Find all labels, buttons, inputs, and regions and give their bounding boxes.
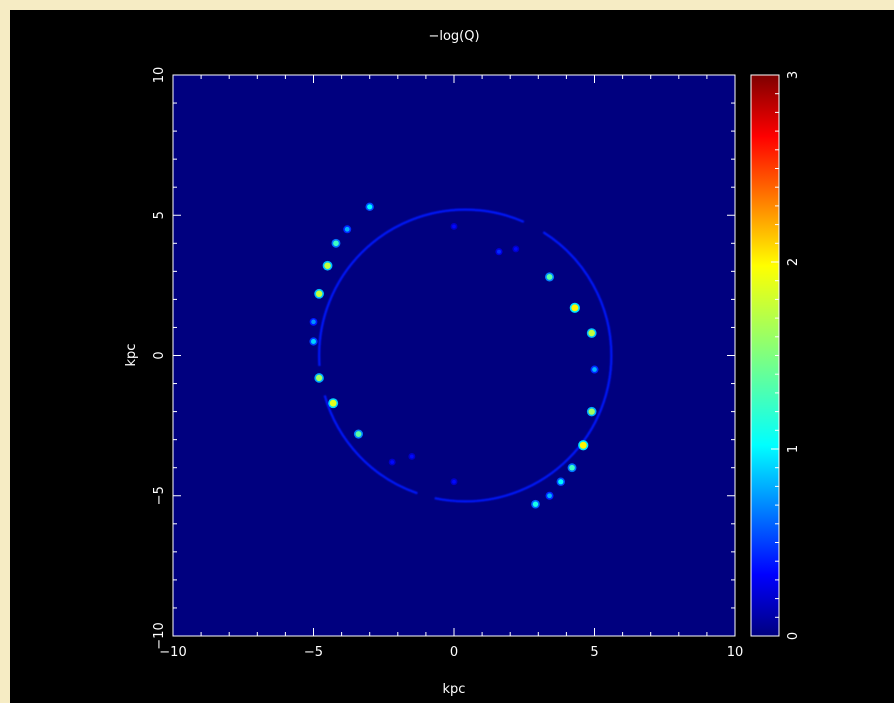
clump-point	[410, 454, 414, 459]
clump-point	[367, 204, 373, 210]
heatmap-chart: −log(Q) −10 −5 0 5 10 −10 −5 0 5 10 kpc kpc 0 1 2 3	[124, 29, 801, 697]
colorbar-axis: 0 1 2 3	[771, 71, 801, 640]
clump-point	[588, 329, 595, 337]
clump-point	[324, 262, 331, 270]
clump-point	[547, 493, 552, 499]
chart-title: −log(Q)	[428, 29, 479, 44]
clump-point	[315, 374, 323, 382]
colorbar-tick-label: 2	[786, 258, 801, 266]
clump-point	[546, 274, 553, 280]
y-axis-label: kpc	[124, 344, 139, 367]
clump-point	[497, 249, 501, 254]
clump-point	[452, 479, 456, 484]
plot-window: −log(Q) −10 −5 0 5 10 −10 −5 0 5 10 kpc kpc 0 1 2 3	[10, 10, 894, 703]
x-axis-label: kpc	[443, 682, 466, 697]
clump-point	[390, 460, 395, 464]
x-tick-label: 5	[590, 645, 598, 660]
clump-point	[588, 408, 595, 415]
clump-point	[569, 464, 575, 471]
clump-point	[333, 240, 339, 247]
clump-point	[558, 479, 564, 485]
clump-point	[532, 501, 539, 507]
y-tick-label: 10	[152, 67, 167, 84]
clump-point	[513, 247, 518, 251]
clump-point	[344, 226, 350, 232]
clump-point	[452, 224, 456, 229]
clump-point	[355, 431, 362, 437]
colorbar-tick-label: 1	[786, 445, 801, 453]
clump-point	[311, 338, 316, 344]
heatmap-background	[173, 75, 735, 636]
x-tick-label: 10	[727, 645, 744, 660]
y-tick-label: 5	[152, 211, 167, 219]
x-tick-label: −5	[304, 645, 323, 660]
x-axis: −10 −5 0 5 10	[159, 75, 743, 660]
heatmap-area	[173, 75, 735, 636]
clump-point	[579, 441, 587, 449]
clump-point	[571, 304, 579, 312]
y-tick-label: −10	[152, 622, 167, 649]
colorbar	[751, 75, 779, 636]
y-tick-label: −5	[152, 486, 167, 505]
clump-point	[315, 290, 323, 298]
colorbar-tick-label: 3	[786, 71, 801, 79]
x-tick-label: 0	[450, 645, 458, 660]
clump-point	[311, 319, 316, 325]
ring-arc	[318, 208, 613, 503]
y-axis: −10 −5 0 5 10	[152, 67, 735, 650]
x-tick-label: −10	[159, 645, 186, 660]
y-tick-label: 0	[152, 351, 167, 359]
colorbar-tick-label: 0	[786, 632, 801, 640]
clump-point	[592, 367, 597, 372]
clump-point	[329, 399, 337, 407]
